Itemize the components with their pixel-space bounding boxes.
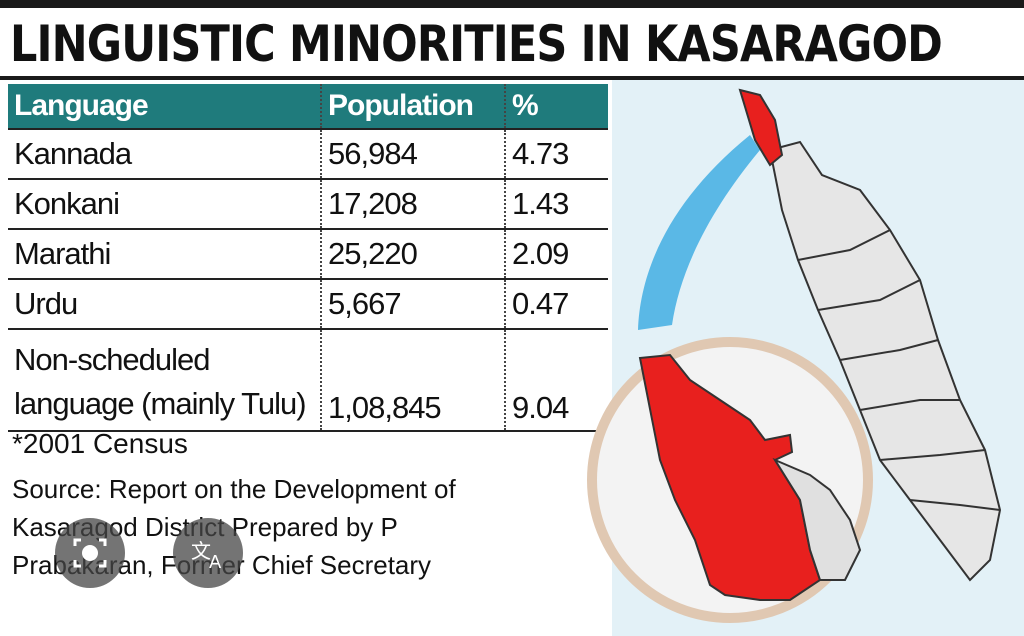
district-borders — [797, 229, 1001, 511]
cell-language: Urdu — [8, 278, 321, 329]
cell-population: 56,984 — [320, 128, 505, 179]
translate-icon: 文 A — [191, 539, 222, 573]
top-border — [0, 0, 1024, 8]
table-row: Konkani 17,208 1.43 — [8, 178, 608, 229]
cell-population: 17,208 — [320, 178, 505, 229]
page-title: LINGUISTIC MINORITIES IN KASARAGOD — [10, 15, 943, 73]
table-row: Kannada 56,984 4.73 — [8, 128, 608, 179]
cell-language: Non-scheduled language (mainly Tulu) — [8, 328, 321, 432]
cell-population: 25,220 — [320, 228, 505, 279]
cell-percent: 9.04 — [504, 328, 608, 432]
cell-percent: 2.09 — [504, 228, 608, 279]
kerala-state — [768, 140, 1002, 582]
languages-table: Language Population % Kannada 56,984 4.7… — [8, 84, 608, 432]
table-row: Non-scheduled language (mainly Tulu) 1,0… — [8, 328, 608, 432]
table-header-row: Language Population % — [8, 84, 608, 129]
cell-language: Marathi — [8, 228, 321, 279]
kasaragod-highlight — [738, 88, 784, 167]
cell-percent: 1.43 — [504, 178, 608, 229]
cell-percent: 0.47 — [504, 278, 608, 329]
svg-text:A: A — [209, 552, 222, 573]
cell-population: 1,08,845 — [320, 328, 505, 432]
lens-button[interactable] — [55, 518, 125, 588]
cell-population: 5,667 — [320, 278, 505, 329]
header-percent: % — [504, 84, 608, 129]
kerala-map — [587, 88, 1002, 623]
callout-beam — [638, 135, 760, 330]
translate-button[interactable]: 文 A — [173, 518, 243, 588]
cell-language: Konkani — [8, 178, 321, 229]
header-language: Language — [8, 84, 321, 129]
title-rule — [0, 76, 1024, 80]
header-population: Population — [320, 84, 505, 129]
table-row: Marathi 25,220 2.09 — [8, 228, 608, 279]
census-note: *2001 Census — [12, 428, 188, 459]
table-row: Urdu 5,667 0.47 — [8, 278, 608, 329]
svg-text:文: 文 — [191, 539, 211, 563]
cell-language: Kannada — [8, 128, 321, 179]
lens-icon — [73, 538, 107, 568]
cell-percent: 4.73 — [504, 128, 608, 179]
magnified-neighbour — [772, 457, 862, 581]
